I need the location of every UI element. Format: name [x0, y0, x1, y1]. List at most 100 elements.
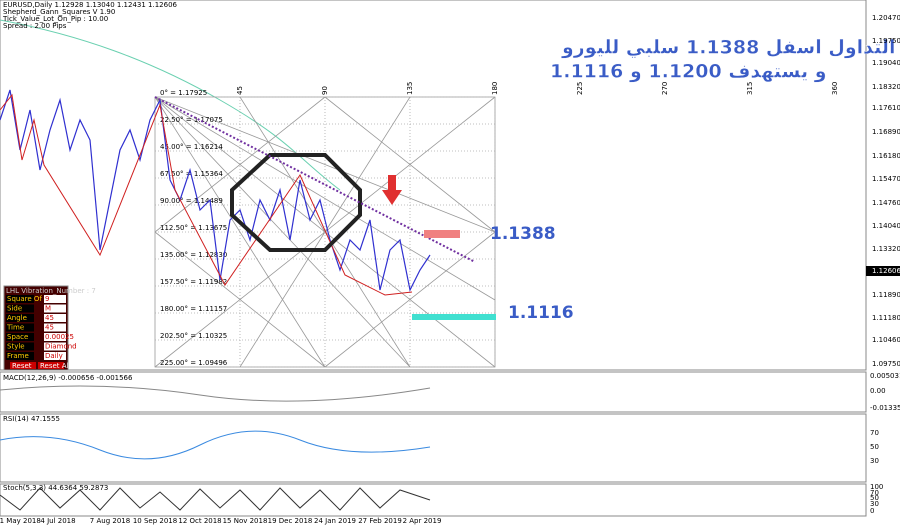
panel-button-label: Reset All: [40, 362, 71, 370]
panel-row-value: 45: [45, 314, 54, 322]
rsi-axis-label: 50: [870, 443, 879, 451]
panel-row-value: 45: [45, 324, 54, 332]
gann-level-label: 202.50° = 1.10325: [160, 332, 227, 340]
panel-button[interactable]: [38, 362, 64, 369]
date-label: 15 Nov 2018: [223, 517, 268, 525]
date-label: 24 Jan 2019: [314, 517, 356, 525]
panel-field: [44, 323, 66, 332]
rsi-pane: [0, 413, 867, 483]
stoch-axis-label: 30: [870, 500, 879, 508]
gann-level-label: 67.50° = 1.15364: [160, 170, 223, 178]
header-line: Spread : 2.00 Pips: [3, 22, 67, 30]
octagon: [230, 153, 362, 252]
header-line: Tick_Value_Lot_On_Pip : 10.00: [2, 15, 108, 23]
header-line: EURUSD,Daily 1.12928 1.13040 1.12431 1.1…: [3, 1, 178, 9]
price-series: [0, 89, 431, 292]
gann-angle: 45: [236, 86, 244, 95]
gann-level-label: 157.50° = 1.11982: [160, 278, 227, 286]
price-label: 1.20470: [872, 14, 900, 22]
price-label: 1.13320: [872, 245, 900, 253]
date-label: 27 Feb 2019: [358, 517, 402, 525]
gann-angle: 315: [746, 82, 754, 95]
panel-row: [6, 323, 34, 332]
panel-row-label: Style: [7, 343, 25, 351]
macd-pane: [0, 371, 867, 413]
macd-axis-label: 0.005031: [870, 372, 900, 380]
price-series-down: [0, 93, 413, 296]
price-label: 1.11890: [872, 291, 900, 299]
date-label: 31 May 2018: [0, 517, 41, 525]
panel-row: [6, 295, 34, 303]
gann-angle: 225: [576, 82, 584, 95]
panel-field: [44, 352, 66, 360]
price-label: 1.14760: [872, 199, 900, 207]
panel-row-label: Angle: [7, 314, 27, 322]
gann-angle: 360: [831, 82, 839, 95]
stoch-axis-label: 0: [870, 507, 874, 515]
panel-row-value: 0.00025: [45, 333, 74, 341]
rsi-axis-label: 70: [870, 429, 879, 437]
gann-level-label: 225.00° = 1.09496: [160, 359, 228, 367]
price-label: 1.10460: [872, 336, 900, 344]
arrow: [382, 175, 402, 205]
main-chart: [0, 0, 867, 371]
macd-axis-label: 0.00: [870, 387, 886, 395]
price-label: 1.11180: [872, 314, 900, 322]
gann-angle: 180: [491, 82, 499, 95]
trend-line: [154, 96, 476, 263]
target-zone: [412, 314, 496, 320]
price-label: 1.16180: [872, 152, 900, 160]
price-label: 1.15470: [872, 175, 900, 183]
headline: و يستهدف 1.1200 و 1.1116: [550, 61, 827, 83]
price-label: 1.16890: [872, 128, 900, 136]
moving-average: [0, 19, 341, 191]
date-label: 2 Apr 2019: [403, 517, 442, 525]
annotation: 1.1388: [490, 224, 556, 244]
indicator-label: Stoch(5,3,3) 44.6364 59.2873: [3, 484, 108, 492]
gann-angle: 270: [661, 82, 669, 95]
panel-row: [6, 333, 34, 341]
panel-row: [6, 352, 34, 360]
gann-angle: 135: [406, 82, 414, 95]
panel-field: [44, 342, 66, 351]
date-label: 12 Oct 2018: [178, 517, 221, 525]
macd-axis-label: -0.013354: [870, 404, 900, 412]
panel-field: [44, 333, 66, 341]
gann-level-label: 45.00° = 1.16214: [160, 143, 223, 151]
price-label: 1.14040: [872, 222, 900, 230]
annotation: 1.1116: [508, 303, 574, 323]
panel-row-label: Frame: [7, 352, 29, 360]
stoch-axis-label: 50: [870, 494, 879, 502]
indicator-label: RSI(14) 47.1555: [3, 415, 60, 423]
panel-button[interactable]: [10, 362, 36, 369]
resistance-zone: [424, 230, 460, 238]
date-label: 19 Dec 2018: [268, 517, 313, 525]
rsi-axis-label: 30: [870, 457, 879, 465]
macd-histogram: [0, 385, 431, 402]
price-label: 1.18320: [872, 83, 900, 91]
stoch-axis-label: 70: [870, 489, 879, 497]
panel-row-value: Diamond: [45, 343, 77, 351]
panel-title: LHL Vibration_Number : 7: [6, 287, 96, 295]
price-label: 1.19040: [872, 59, 900, 67]
panel-row-label: Space: [7, 333, 28, 341]
gann-level-label: 112.50° = 1.13675: [160, 224, 227, 232]
stoch-pane: [0, 483, 867, 517]
panel-field: [44, 314, 66, 322]
current-price-box: [866, 266, 900, 276]
gann-level-label: 22.50° = 1.17075: [160, 116, 223, 124]
gann-level-label: 135.00° = 1.12830: [160, 251, 227, 259]
gann-square: 0° = 1.17925 22.50° = 1.17075 45.00° = 1.1…: [154, 82, 839, 368]
gann-level-label: 0° = 1.17925: [160, 89, 207, 97]
price-label: 1.19750: [872, 37, 900, 45]
rsi-line: [0, 430, 431, 460]
panel-button-label: Reset: [12, 362, 32, 370]
panel-row-value: M: [45, 305, 51, 313]
panel-row: [6, 342, 34, 351]
stoch-axis-label: 100: [870, 483, 883, 491]
indicator-label: MACD(12,26,9) -0.000656 -0.001566: [3, 374, 133, 382]
gann-angle: 90: [321, 86, 329, 95]
date-label: 4 Jul 2018: [40, 517, 75, 525]
price-label: 1.09750: [872, 360, 900, 368]
